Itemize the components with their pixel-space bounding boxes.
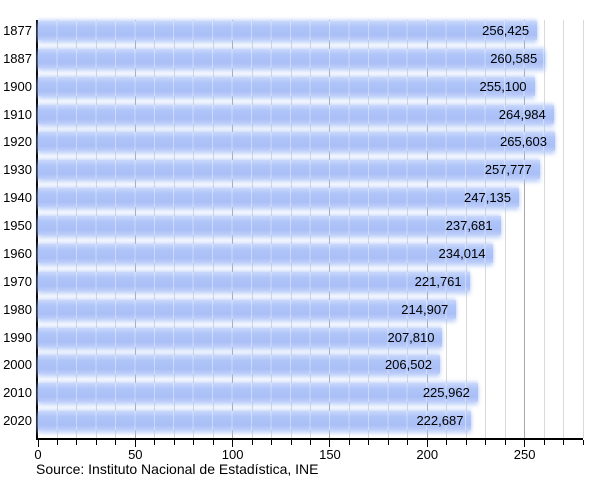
bar-value-label: 206,502 bbox=[384, 357, 432, 373]
y-axis-label: 1900 bbox=[3, 78, 32, 94]
x-axis-tick-minor bbox=[310, 440, 311, 445]
population-bar: 225,962 bbox=[38, 383, 478, 403]
x-axis-tick-minor bbox=[504, 440, 506, 445]
y-axis-label: 1990 bbox=[3, 329, 32, 345]
x-axis-tick-label: 0 bbox=[34, 447, 42, 462]
bar-value-label: 265,603 bbox=[499, 134, 547, 150]
gridline-minor bbox=[504, 20, 506, 438]
population-bar: 206,502 bbox=[38, 355, 440, 375]
x-axis-tick-minor bbox=[251, 440, 253, 445]
x-axis-tick-minor bbox=[271, 440, 273, 445]
bar-value-label: 255,100 bbox=[479, 78, 527, 94]
x-axis-tick-major bbox=[426, 440, 428, 447]
y-axis-label: 1920 bbox=[3, 134, 32, 150]
bar-value-label: 237,681 bbox=[445, 218, 493, 234]
bar-value-label: 207,810 bbox=[387, 329, 435, 345]
x-axis-tick-minor bbox=[407, 440, 409, 445]
x-axis-tick-major bbox=[232, 440, 234, 447]
y-axis-label: 1910 bbox=[3, 106, 32, 122]
y-axis-label: 1970 bbox=[3, 273, 32, 289]
bar-value-label: 221,761 bbox=[414, 273, 462, 289]
x-axis-tick-minor bbox=[56, 440, 58, 445]
y-axis-label: 1930 bbox=[3, 162, 32, 178]
x-axis-tick-minor bbox=[368, 440, 370, 445]
x-axis-tick-minor bbox=[173, 440, 175, 445]
x-axis-tick-minor bbox=[115, 440, 117, 445]
y-axis-label: 1877 bbox=[3, 23, 32, 38]
population-bar: 260,585 bbox=[38, 48, 546, 68]
bar-value-label: 214,907 bbox=[401, 301, 449, 317]
x-axis-tick-minor bbox=[76, 440, 78, 445]
gridline-major bbox=[524, 20, 526, 438]
x-axis-tick-label: 200 bbox=[416, 447, 439, 462]
population-bar: 207,810 bbox=[38, 327, 443, 347]
x-axis-tick-major bbox=[37, 440, 39, 447]
bar-value-label: 247,135 bbox=[464, 190, 512, 206]
x-axis-tick-minor bbox=[348, 440, 350, 445]
source-caption: Source: Instituto Nacional de Estadístic… bbox=[36, 461, 319, 477]
population-bar: 247,135 bbox=[38, 188, 520, 208]
population-bar: 265,603 bbox=[38, 132, 555, 152]
y-axis-label: 1940 bbox=[3, 190, 32, 206]
bar-value-label: 260,585 bbox=[490, 50, 538, 66]
x-axis-tick-minor bbox=[465, 440, 467, 445]
x-axis-tick-major bbox=[134, 440, 136, 447]
population-bar: 214,907 bbox=[38, 299, 457, 319]
x-axis-tick-label: 50 bbox=[128, 447, 143, 462]
x-axis-tick-minor bbox=[543, 440, 545, 445]
bar-value-label: 257,777 bbox=[484, 162, 532, 178]
x-axis-tick-minor bbox=[154, 440, 156, 445]
x-axis-tick-minor bbox=[446, 440, 448, 445]
y-axis-label: 1887 bbox=[3, 50, 32, 66]
x-axis-tick-label: 100 bbox=[221, 447, 244, 462]
y-axis-label: 1960 bbox=[3, 245, 32, 261]
bar-value-label: 234,014 bbox=[438, 245, 486, 261]
y-axis-label: 1980 bbox=[3, 301, 32, 317]
bar-value-label: 264,984 bbox=[498, 106, 546, 122]
x-axis-tick-minor bbox=[582, 440, 584, 445]
population-bar: 237,681 bbox=[38, 216, 501, 236]
x-axis-tick-minor bbox=[563, 440, 565, 445]
gridline-minor bbox=[582, 20, 584, 438]
bar-value-label: 225,962 bbox=[422, 385, 470, 401]
y-axis-label: 2020 bbox=[3, 413, 32, 429]
gridline-minor bbox=[563, 20, 565, 438]
x-axis-tick-major bbox=[524, 440, 526, 447]
x-axis-tick-minor bbox=[212, 440, 214, 445]
population-bar: 221,761 bbox=[38, 271, 470, 291]
x-axis-tick-major bbox=[329, 440, 331, 447]
population-bar: 264,984 bbox=[38, 104, 554, 124]
gridline-minor bbox=[543, 20, 545, 438]
population-bar: 256,425 bbox=[38, 21, 538, 40]
x-axis-tick-minor bbox=[290, 440, 292, 445]
population-bar: 234,014 bbox=[38, 243, 494, 263]
x-axis-tick-minor bbox=[193, 440, 195, 445]
x-axis-tick-minor bbox=[95, 440, 97, 445]
x-axis-tick-label: 250 bbox=[513, 447, 536, 462]
plot-area: 256,425 260,585 255,100 264,984 265,603 257,7… bbox=[36, 20, 584, 440]
population-bar: 255,100 bbox=[38, 76, 535, 96]
x-axis-tick-label: 150 bbox=[319, 447, 341, 462]
bar-value-label: 222,687 bbox=[416, 413, 464, 429]
x-axis-tick-minor bbox=[387, 440, 389, 445]
x-axis-tick-minor bbox=[485, 440, 487, 445]
population-bar: 222,687 bbox=[38, 411, 472, 431]
bar-value-label: 256,425 bbox=[482, 23, 530, 38]
population-bar: 257,777 bbox=[38, 160, 540, 180]
y-axis-label: 1950 bbox=[3, 218, 32, 234]
y-axis-label: 2000 bbox=[3, 357, 32, 373]
y-axis-label: 2010 bbox=[3, 385, 32, 401]
